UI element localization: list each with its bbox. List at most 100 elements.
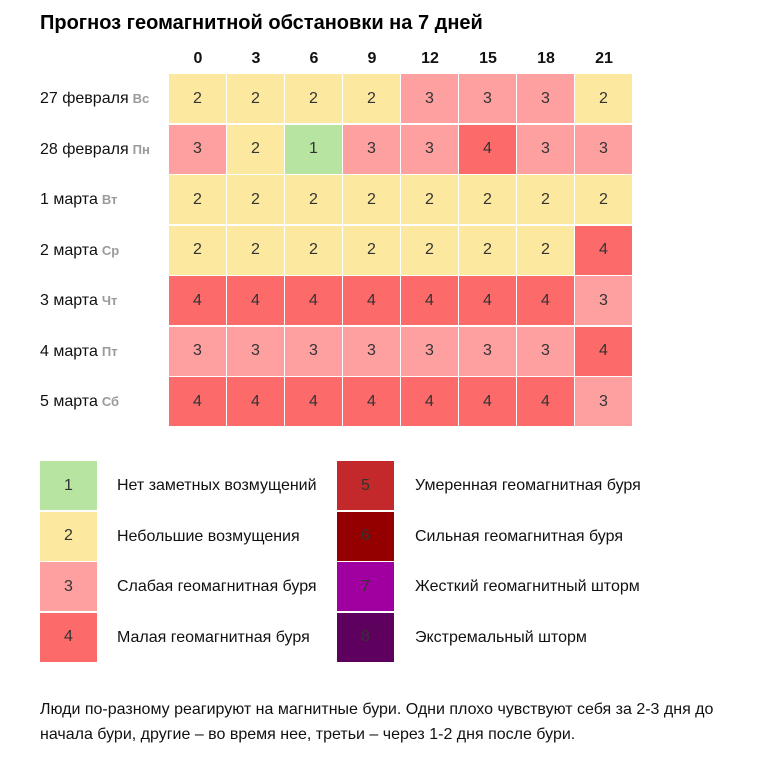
heatmap-cell: 3 (575, 124, 632, 174)
day-of-week: Вт (101, 192, 118, 207)
heatmap-cell: 4 (517, 276, 574, 325)
heatmap-cell: 3 (169, 326, 226, 376)
hour-header: 3 (251, 50, 261, 67)
legend-swatch: 5 (337, 461, 394, 510)
legend-label: Экстремальный шторм (415, 628, 587, 646)
date-label: 28 февраля Пн (40, 125, 150, 175)
legend-swatch: 2 (40, 511, 97, 561)
heatmap-cell: 3 (459, 74, 516, 123)
date-text: 5 марта (40, 393, 98, 410)
hour-header: 6 (309, 50, 319, 67)
heatmap-cell: 2 (285, 74, 342, 123)
date-text: 3 марта (40, 292, 98, 309)
heatmap-cell: 3 (401, 124, 458, 174)
heatmap-cell: 3 (459, 326, 516, 376)
heatmap-cell: 2 (169, 225, 226, 275)
heatmap-cell: 4 (169, 276, 226, 325)
legend-swatch: 1 (40, 461, 97, 510)
heatmap-cell: 2 (227, 175, 284, 224)
legend-swatch: 7 (337, 562, 394, 611)
heatmap-cell: 2 (575, 175, 632, 224)
heatmap-cell: 2 (517, 225, 574, 275)
footnote: Люди по-разному реагируют на магнитные б… (40, 701, 714, 743)
heatmap-cell: 2 (517, 175, 574, 224)
heatmap-cell: 4 (401, 377, 458, 426)
heatmap-cell: 2 (169, 175, 226, 224)
heatmap-cell: 2 (343, 175, 400, 224)
legend-swatch: 8 (337, 612, 394, 662)
heatmap-cell: 2 (285, 225, 342, 275)
heatmap-cell: 4 (227, 377, 284, 426)
day-of-week: Чт (101, 293, 118, 308)
heatmap-cell: 2 (401, 175, 458, 224)
heatmap-cell: 4 (575, 225, 632, 275)
legend-label: Умеренная геомагнитная буря (415, 477, 641, 494)
heatmap-cell: 3 (517, 124, 574, 174)
day-of-week: Вс (132, 91, 150, 106)
legend-swatch: 4 (40, 612, 97, 662)
heatmap-cell: 3 (285, 326, 342, 376)
heatmap-cell: 4 (575, 326, 632, 376)
legend-swatch: 3 (40, 562, 97, 611)
date-label: 2 марта Ср (40, 226, 119, 276)
heatmap-cell: 4 (227, 276, 284, 325)
heatmap-cell: 3 (169, 124, 226, 174)
heatmap-cell: 4 (459, 276, 516, 325)
legend-label: Небольшие возмущения (117, 527, 300, 545)
day-of-week: Пн (132, 141, 150, 157)
heatmap-cell: 2 (401, 225, 458, 275)
heatmap-cell: 2 (459, 175, 516, 224)
day-of-week: Сб (101, 394, 120, 409)
heatmap-cell: 2 (227, 225, 284, 275)
hour-header: 9 (367, 50, 377, 67)
heatmap-cell: 3 (575, 377, 632, 426)
heatmap-cell: 4 (517, 377, 574, 426)
heatmap-cell: 2 (343, 74, 400, 123)
date-text: 4 марта (40, 342, 98, 360)
legend-label: Жесткий геомагнитный шторм (415, 578, 640, 595)
heatmap-cell: 3 (401, 326, 458, 376)
legend-label: Нет заметных возмущений (117, 477, 317, 494)
legend-label: Сильная геомагнитная буря (415, 527, 623, 545)
heatmap-cell: 2 (227, 74, 284, 123)
hour-header: 15 (479, 50, 497, 67)
date-label: 4 марта Пт (40, 327, 118, 377)
heatmap-cell: 3 (343, 124, 400, 174)
heatmap-cell: 3 (227, 326, 284, 376)
hour-header: 0 (193, 50, 203, 67)
heatmap-cell: 2 (575, 74, 632, 123)
legend-label: Малая геомагнитная буря (117, 628, 310, 646)
hour-header: 18 (537, 50, 555, 67)
legend-swatch: 6 (337, 511, 394, 561)
heatmap-cell: 3 (575, 276, 632, 325)
heatmap-cell: 4 (459, 377, 516, 426)
heatmap-cell: 4 (285, 276, 342, 325)
hour-header: 12 (421, 50, 439, 67)
heatmap-cell: 2 (343, 225, 400, 275)
date-label: 3 марта Чт (40, 276, 117, 326)
heatmap-cell: 4 (343, 276, 400, 325)
heatmap-cell: 2 (459, 225, 516, 275)
heatmap-cell: 3 (517, 74, 574, 123)
heatmap-cell: 4 (401, 276, 458, 325)
date-label: 5 марта Сб (40, 377, 119, 427)
hour-header: 21 (595, 50, 613, 67)
heatmap-cell: 2 (227, 124, 284, 174)
heatmap-cell: 1 (285, 124, 342, 174)
heatmap-cell: 3 (401, 74, 458, 123)
date-text: 1 марта (40, 191, 98, 208)
page-title: Прогноз геомагнитной обстановки на 7 дне… (40, 12, 483, 34)
legend-label: Слабая геомагнитная буря (117, 578, 317, 595)
day-of-week: Пт (101, 343, 118, 359)
heatmap-cell: 4 (459, 124, 516, 174)
heatmap-cell: 3 (517, 326, 574, 376)
date-text: 28 февраля (40, 140, 129, 158)
date-label: 27 февраля Вс (40, 74, 149, 124)
day-of-week: Ср (101, 242, 120, 258)
heatmap-cell: 4 (285, 377, 342, 426)
date-label: 1 марта Вт (40, 175, 117, 225)
heatmap-cell: 4 (169, 377, 226, 426)
heatmap-cell: 2 (285, 175, 342, 224)
date-text: 27 февраля (40, 90, 129, 107)
